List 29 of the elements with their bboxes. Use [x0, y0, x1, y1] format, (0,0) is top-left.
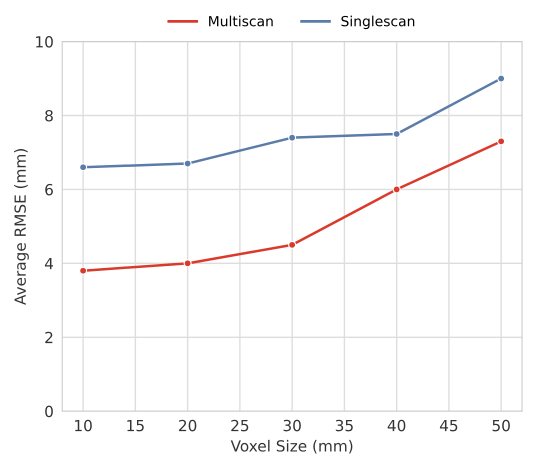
y-tick-label: 4: [44, 258, 54, 270]
point: [184, 160, 192, 168]
y-tick-label: 6: [45, 184, 53, 196]
x-tick-label: 15: [127, 420, 144, 432]
point: [288, 134, 296, 142]
x-tick-label: 40: [388, 420, 406, 432]
x-tick-label: 35: [336, 420, 353, 432]
legend-label: Multiscan: [209, 16, 273, 26]
x-tick-label: 30: [284, 420, 301, 432]
x-tick-label: 45: [440, 420, 458, 432]
point: [288, 240, 296, 249]
y-tick-label: 8: [45, 110, 53, 122]
point: [79, 266, 88, 275]
y-tick-label: 0: [45, 406, 53, 418]
point: [392, 130, 401, 138]
point: [79, 163, 88, 172]
x-tick-label: 20: [179, 420, 196, 432]
x-axis-title: Voxel Size (mm): [230, 440, 352, 454]
y-axis-title: Average RMSE (mm): [14, 149, 29, 305]
y-tick-label: 10: [36, 36, 53, 48]
point: [184, 259, 192, 268]
x-tick-label: 25: [231, 420, 248, 432]
point: [497, 74, 506, 83]
point: [497, 137, 506, 146]
x-tick-label: 10: [75, 420, 92, 432]
x-tick-label: 50: [492, 420, 510, 432]
y-tick-label: 2: [45, 332, 52, 344]
point: [392, 185, 401, 194]
legend-label: Singlescan: [341, 16, 414, 30]
